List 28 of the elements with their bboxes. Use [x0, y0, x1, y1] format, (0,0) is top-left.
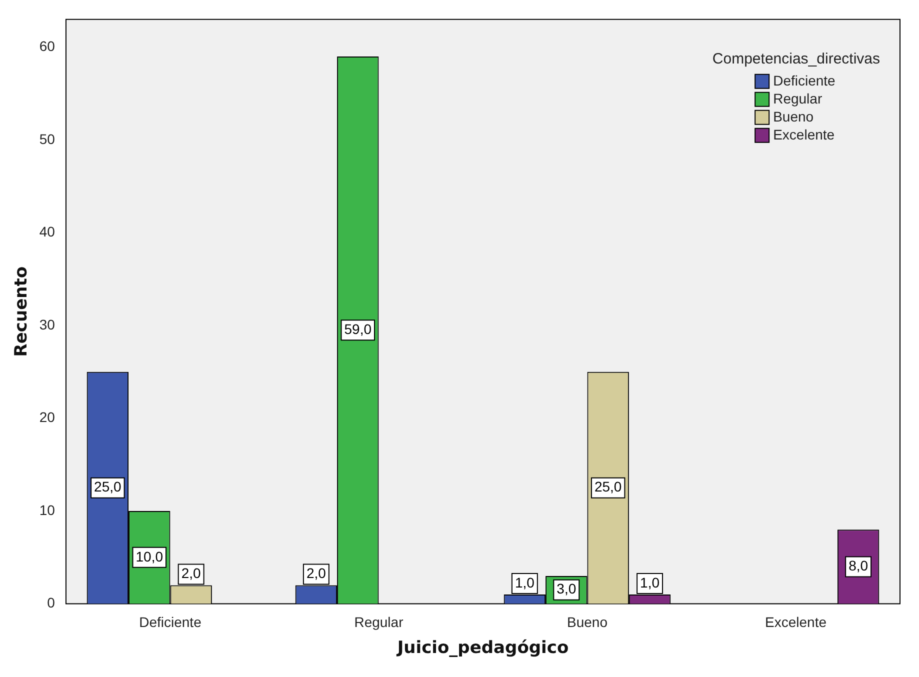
y-tick-label: 60	[39, 38, 56, 54]
y-tick-label: 40	[39, 224, 56, 240]
legend-title: Competencias_directivas	[712, 50, 880, 68]
y-tick-label: 20	[39, 409, 56, 426]
x-tick-label: Bueno	[566, 614, 608, 630]
legend-label: Bueno	[773, 108, 814, 124]
legend-label: Regular	[773, 90, 822, 106]
data-label: 10,0	[136, 548, 164, 564]
y-tick-label: 30	[39, 316, 56, 332]
x-axis-title: Juicio_pedagógico	[396, 638, 569, 658]
data-label: 25,0	[594, 478, 622, 495]
data-label: 3,0	[556, 580, 576, 597]
legend-label: Excelente	[773, 126, 835, 142]
x-tick-label: Deficiente	[139, 614, 202, 630]
x-tick-label: Regular	[354, 614, 404, 630]
y-tick-label: 50	[39, 130, 56, 147]
data-label: 2,0	[306, 565, 326, 582]
data-label: 1,0	[514, 574, 535, 590]
y-tick-label: 0	[47, 594, 56, 611]
data-label: 2,0	[181, 565, 202, 582]
data-label: 1,0	[640, 574, 660, 590]
y-axis-title: Recuento	[12, 266, 32, 357]
data-label: 25,0	[94, 478, 122, 495]
data-label: 59,0	[344, 321, 372, 338]
legend-label: Deficiente	[773, 72, 836, 88]
y-tick-label: 10	[39, 502, 56, 518]
x-tick-label: Excelente	[765, 614, 827, 630]
data-label: 8,0	[848, 558, 868, 574]
